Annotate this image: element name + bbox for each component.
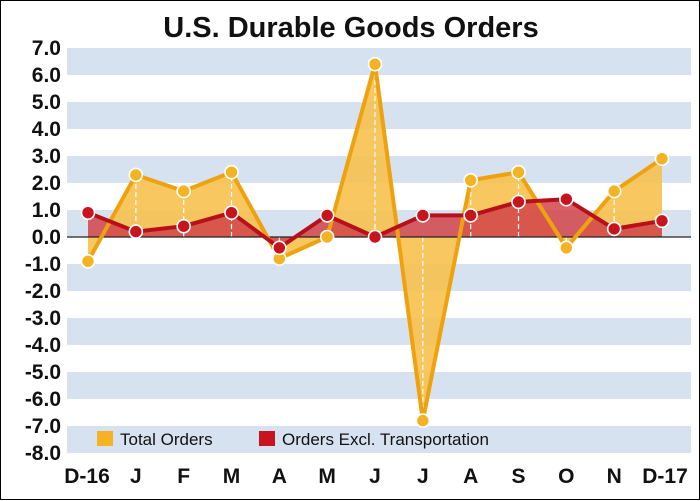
legend: Total Orders Orders Excl. Transportation <box>97 430 489 449</box>
x-tick-label: J <box>130 465 142 488</box>
total-orders-point <box>176 183 191 199</box>
legend-label-excl-transportation: Orders Excl. Transportation <box>282 430 489 449</box>
y-axis-ticks: 7.0 6.0 5.0 4.0 3.0 2.0 1.0 0.0 -1.0 -2.0 -3.0 -4.0… <box>25 37 61 465</box>
total-orders-point <box>224 164 239 180</box>
x-tick-label: A <box>272 465 287 488</box>
grid-band <box>67 399 691 426</box>
y-tick-label: -1.0 <box>25 253 61 276</box>
x-tick-label: O <box>558 465 574 488</box>
grid-band <box>67 372 691 399</box>
y-tick-label: -7.0 <box>25 415 61 438</box>
y-tick-label: 0.0 <box>32 226 61 249</box>
total-orders-point <box>415 413 431 428</box>
y-tick-label: 1.0 <box>32 199 61 222</box>
excl-transportation-point <box>367 229 383 245</box>
y-tick-label: -2.0 <box>25 280 61 303</box>
total-orders-point <box>606 183 622 199</box>
x-tick-label: A <box>463 465 478 488</box>
y-tick-label: 6.0 <box>32 64 61 87</box>
total-orders-point <box>463 173 478 188</box>
excl-transportation-point <box>319 208 335 223</box>
y-tick-label: -4.0 <box>25 334 61 357</box>
excl-transportation-point <box>128 224 144 239</box>
x-tick-label: M <box>318 465 336 488</box>
x-axis-ticks: D-16 J F M A M J J A S O N D-17 <box>64 465 688 488</box>
total-orders-point <box>511 164 526 180</box>
excl-transportation-point <box>224 205 239 220</box>
y-tick-label: 5.0 <box>32 91 61 114</box>
y-tick-label: -5.0 <box>25 361 61 384</box>
x-tick-label: N <box>607 465 622 488</box>
y-tick-label: -6.0 <box>25 388 61 411</box>
excl-transportation-point <box>272 240 287 256</box>
total-orders-point <box>654 151 670 166</box>
excl-transportation-point <box>606 221 622 237</box>
x-tick-label: D-17 <box>642 465 688 488</box>
excl-transportation-point <box>176 218 191 234</box>
total-orders-point <box>319 229 335 245</box>
excl-transportation-point <box>654 213 670 229</box>
grid-band <box>67 291 691 318</box>
x-tick-label: F <box>177 465 190 488</box>
x-tick-label: J <box>369 465 381 488</box>
y-tick-label: -3.0 <box>25 307 61 330</box>
excl-transportation-point <box>511 194 526 210</box>
grid-band <box>67 426 691 453</box>
grid-band <box>67 318 691 345</box>
excl-transportation-point <box>463 208 478 223</box>
total-orders-point <box>80 253 96 269</box>
area-total-orders <box>88 64 662 421</box>
y-tick-label: -8.0 <box>25 442 61 465</box>
data-points <box>80 56 670 428</box>
legend-swatch-total-orders <box>97 431 113 446</box>
excl-transportation-point <box>80 205 96 220</box>
total-orders-point <box>559 240 574 256</box>
grid-band <box>67 345 691 372</box>
excl-transportation-point <box>559 191 574 207</box>
total-orders-point <box>367 56 383 72</box>
excl-transportation-point <box>415 208 431 223</box>
y-tick-label: 3.0 <box>32 145 61 168</box>
y-tick-label: 2.0 <box>32 172 61 195</box>
y-tick-label: 4.0 <box>32 118 61 141</box>
grid-band <box>67 264 691 291</box>
chart-title: U.S. Durable Goods Orders <box>163 12 538 44</box>
x-tick-label: J <box>417 465 429 488</box>
legend-label-total-orders: Total Orders <box>120 430 213 449</box>
legend-swatch-excl-transportation <box>259 431 275 446</box>
x-tick-label: M <box>223 465 241 488</box>
x-tick-label: S <box>511 465 525 488</box>
y-tick-label: 7.0 <box>32 37 61 60</box>
x-tick-label: D-16 <box>64 465 110 488</box>
total-orders-point <box>128 167 144 183</box>
